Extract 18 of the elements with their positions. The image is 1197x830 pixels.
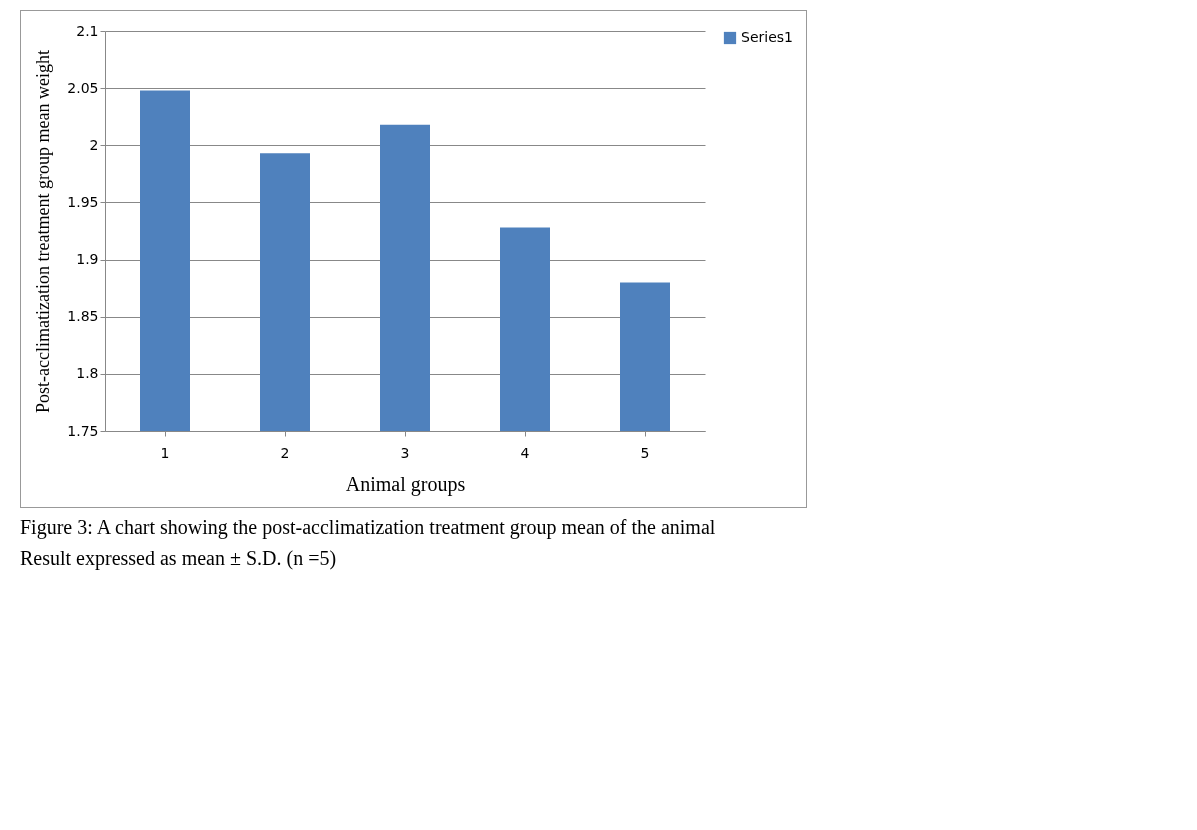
y-axis-title: Post-acclimatization treatment group mean weight: [33, 50, 54, 413]
x-tick-label: 4: [520, 444, 530, 461]
y-tick-label: 1.85: [67, 308, 99, 325]
x-tick-label: 5: [640, 444, 650, 461]
y-tick-label: 1.75: [67, 422, 99, 439]
y-tick-label: 2.05: [67, 79, 99, 96]
x-tick-label: 1: [160, 444, 170, 461]
y-tick-label: 1.8: [76, 365, 99, 382]
x-tick-label: 3: [400, 444, 410, 461]
legend-label: Series1: [741, 29, 793, 45]
y-tick-label: 2: [89, 136, 99, 153]
x-axis-title: Animal groups: [345, 472, 466, 496]
y-tick-label: 1.95: [67, 193, 99, 210]
y-tick-label: 1.9: [76, 251, 99, 268]
y-tick-label: 2.1: [76, 22, 99, 39]
x-tick-label: 2: [280, 444, 290, 461]
caption: Figure 3: A chart showing the post-acclimatization treatment group mean of the animal: [20, 516, 717, 539]
text: Result expressed as mean ± S.D. (n =5): [20, 547, 338, 570]
